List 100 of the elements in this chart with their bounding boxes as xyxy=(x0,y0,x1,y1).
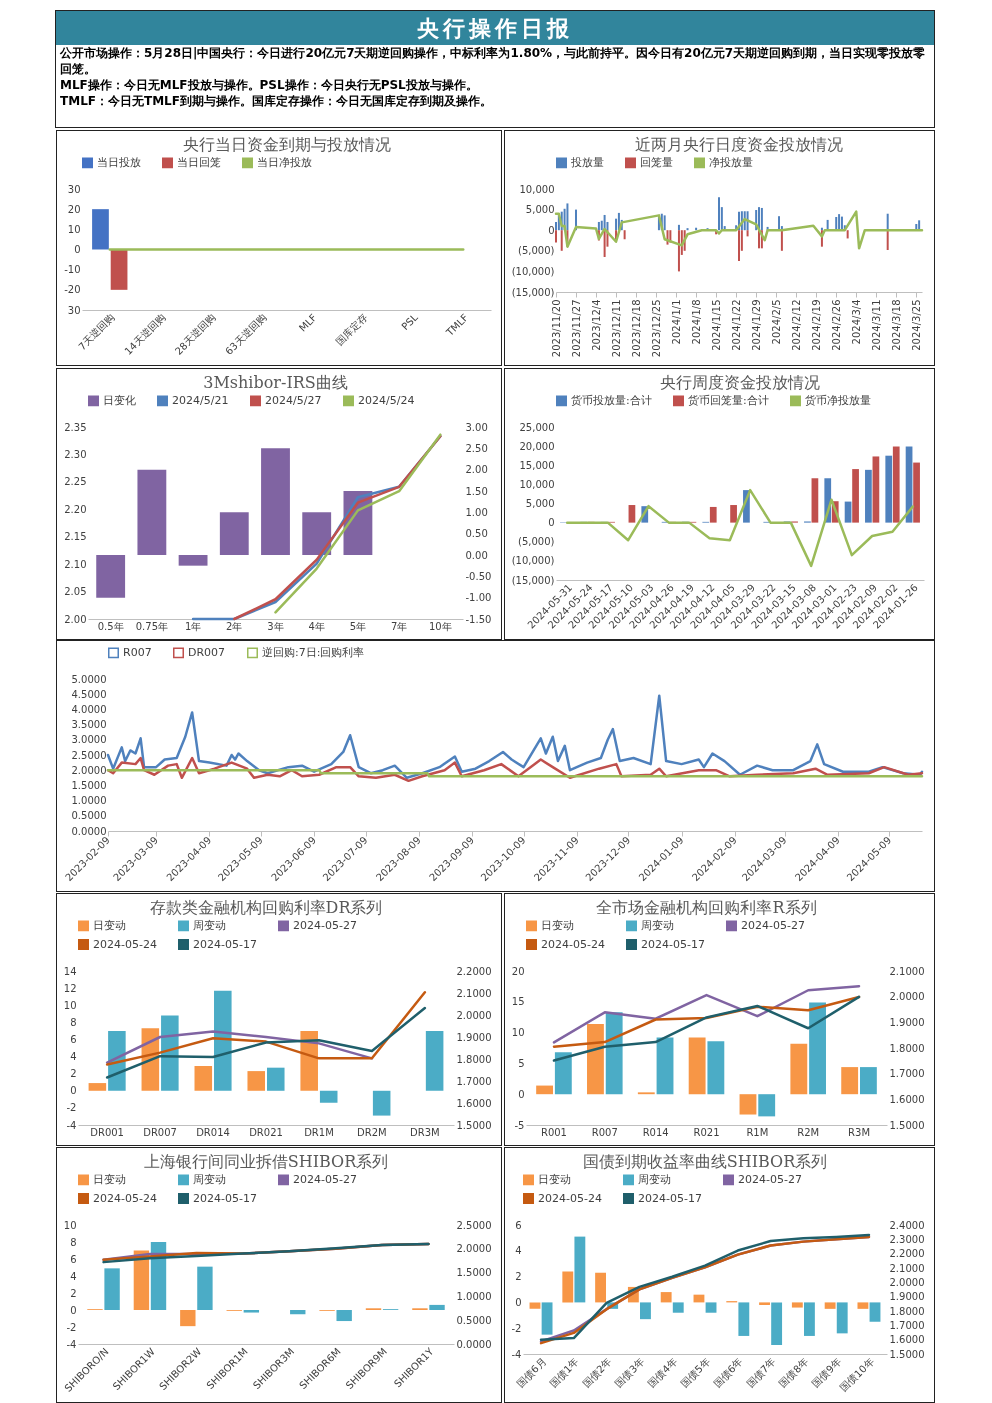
x-tick-label: PSL xyxy=(399,311,421,333)
y-tick-label: 4.0000 xyxy=(71,703,107,715)
chart-title: 央行周度资金投放情况 xyxy=(660,373,820,392)
y-tick-label: 3.0000 xyxy=(71,734,107,746)
y-tick-label: 0 xyxy=(515,1296,522,1308)
x-tick-label: 2024/2/5 xyxy=(770,299,782,345)
legend-label: 2024/5/27 xyxy=(265,393,322,407)
y-tick-label: -4 xyxy=(66,1338,77,1350)
x-tick-label: R2M xyxy=(797,1126,820,1138)
y-tick-label: 10 xyxy=(511,1027,525,1039)
legend-label: 日变动 xyxy=(538,1172,571,1186)
y2-tick-label: 1.5000 xyxy=(456,1119,492,1131)
y2-tick-label: 0.00 xyxy=(465,549,488,561)
legend-label: DR007 xyxy=(188,645,226,659)
y2-tick-label: 0.0000 xyxy=(456,1338,492,1350)
x-tick-label: DR007 xyxy=(143,1126,177,1138)
y-tick-label: 8 xyxy=(70,1236,77,1248)
x-tick-label: 63天逆回购 xyxy=(223,311,269,357)
y-tick-label: -4 xyxy=(511,1348,522,1360)
y-tick-label: 3.5000 xyxy=(71,719,107,731)
y-tick-label: 5.0000 xyxy=(71,673,107,685)
y2-tick-label: 1.9000 xyxy=(889,1016,925,1028)
legend-label: 周变动 xyxy=(193,918,226,932)
y-tick-label: 2.20 xyxy=(64,503,87,515)
y2-tick-label: 1.9000 xyxy=(889,1291,925,1303)
y-tick-label: -10 xyxy=(64,264,81,276)
legend-label: 2024-05-17 xyxy=(193,937,257,951)
y-tick-label: -2 xyxy=(66,1321,77,1333)
x-tick-label: 国债4年 xyxy=(645,1355,680,1390)
y-tick-label: 2 xyxy=(70,1068,77,1080)
text: 公开市场操作：5月28日|中国央行：今日进行20亿元7天期逆回购操作，中标利率为1.80%，与此前持平。因今日有20亿元7天期逆回购到期，当日实现零投放零回笼。 xyxy=(60,45,927,77)
legend-label: 回笼量 xyxy=(640,155,673,169)
text: MLF操作：今日无MLF投放与操作。PSL操作：今日央行无PSL投放与操作。 xyxy=(60,77,479,93)
y2-tick-label: 1.5000 xyxy=(889,1119,925,1131)
text: 央行操作日报 xyxy=(56,11,934,45)
x-tick-label: DR021 xyxy=(249,1126,283,1138)
y-tick-label: 2.05 xyxy=(64,586,87,598)
y-tick-label: -2 xyxy=(66,1102,77,1114)
y-tick-label: 2.35 xyxy=(64,421,87,433)
y2-tick-label: 1.9000 xyxy=(456,1031,492,1043)
y2-tick-label: 1.5000 xyxy=(456,1267,492,1279)
legend-label: 日变动 xyxy=(93,1172,126,1186)
y-tick-label: 20 xyxy=(511,965,525,977)
y-tick-label: 4 xyxy=(70,1270,77,1282)
x-tick-label: 2024/1/22 xyxy=(730,299,742,351)
y-tick-label: 5,000 xyxy=(525,204,555,216)
y-tick-label: 2 xyxy=(515,1271,522,1283)
y2-tick-label: 2.2000 xyxy=(456,965,492,977)
legend-label: 2024-05-24 xyxy=(93,1191,157,1205)
x-tick-label: 2024/3/25 xyxy=(910,299,922,351)
x-tick-label: DR014 xyxy=(196,1126,230,1138)
x-tick-label: 国债5年 xyxy=(678,1355,713,1390)
x-tick-label: 2023/12/4 xyxy=(590,299,602,351)
x-tick-label: 2024/3/4 xyxy=(850,299,862,345)
y2-tick-label: 2.1000 xyxy=(889,965,925,977)
x-tick-label: 5年 xyxy=(349,620,367,632)
y-tick-label: 20 xyxy=(67,203,81,215)
y-tick-label: 10 xyxy=(63,1219,77,1231)
x-tick-label: DR001 xyxy=(90,1126,124,1138)
y-tick-label: 10 xyxy=(63,999,77,1011)
y-tick-label: (10,000) xyxy=(511,555,555,567)
legend-label: 2024/5/24 xyxy=(358,393,415,407)
y-tick-label: 2.5000 xyxy=(71,749,107,761)
x-tick-label: DR3M xyxy=(410,1126,440,1138)
y-tick-label: 2.30 xyxy=(64,448,87,460)
y2-tick-label: 2.4000 xyxy=(889,1219,925,1231)
x-tick-label: 4年 xyxy=(308,620,325,632)
x-tick-label: 2023/11/20 xyxy=(550,299,562,358)
y-tick-label: 0 xyxy=(70,1304,77,1316)
y-tick-label: 0 xyxy=(518,1088,525,1100)
y2-tick-label: -1.00 xyxy=(465,592,492,604)
y-tick-label: 0 xyxy=(70,1085,77,1097)
y-tick-label: 6 xyxy=(70,1253,77,1265)
legend-label: 逆回购:7日:回购利率 xyxy=(262,645,365,659)
y2-tick-label: 2.0000 xyxy=(889,1276,925,1288)
x-tick-label: 7年 xyxy=(390,620,408,632)
y-tick-label: 10,000 xyxy=(519,183,555,195)
legend-label: 2024-05-27 xyxy=(738,1172,802,1186)
legend-label: 当日回笼 xyxy=(177,155,221,169)
y2-tick-label: 2.0000 xyxy=(456,1009,492,1021)
y-tick-label: -2 xyxy=(511,1322,522,1334)
x-tick-label: 14天逆回购 xyxy=(122,311,168,357)
x-tick-label: 2024/1/1 xyxy=(670,299,682,345)
y-tick-label: 0.5000 xyxy=(71,810,107,822)
x-tick-label: 2023/12/25 xyxy=(650,299,662,358)
chart-title: 3Mshibor-IRS曲线 xyxy=(203,373,348,392)
y-tick-label: 20,000 xyxy=(519,440,555,452)
x-tick-label: R021 xyxy=(693,1126,720,1138)
y-tick-label: 0 xyxy=(548,224,555,236)
y2-tick-label: 3.00 xyxy=(465,421,488,433)
y-tick-label: 8 xyxy=(70,1016,77,1028)
legend-label: 日变化 xyxy=(103,393,136,407)
x-tick-label: 国库定存 xyxy=(333,311,370,348)
legend-label: 货币投放量:合计 xyxy=(571,393,652,407)
x-tick-label: 2024/2/19 xyxy=(810,299,822,351)
x-tick-label: 国债2年 xyxy=(580,1355,614,1390)
y2-tick-label: 1.6000 xyxy=(889,1093,925,1105)
y-tick-label: 2.0000 xyxy=(71,764,107,776)
y-tick-label: 0 xyxy=(74,244,81,255)
legend-label: 2024-05-17 xyxy=(193,1191,257,1205)
